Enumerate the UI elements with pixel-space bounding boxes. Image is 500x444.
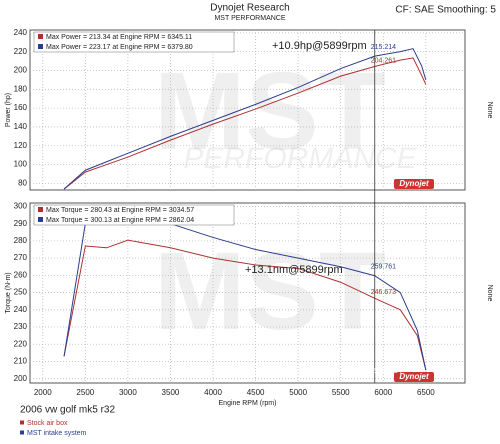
legend-text: Max Power = 223.17 at Engine RPM = 6379.… bbox=[46, 44, 193, 51]
plot-frame bbox=[29, 29, 466, 191]
y-tick-label: 260 bbox=[14, 270, 28, 279]
legend-swatch bbox=[38, 44, 43, 49]
brand-logo: Dynojet bbox=[399, 372, 429, 381]
legend-text: Max Power = 213.34 at Engine RPM = 6345.… bbox=[46, 34, 192, 41]
legend-swatch bbox=[38, 217, 43, 222]
y-tick-label: 270 bbox=[14, 253, 28, 262]
title: Dynojet Research bbox=[210, 3, 289, 14]
y-tick-label: 80 bbox=[18, 179, 27, 188]
point-label: 204.261 bbox=[371, 57, 396, 64]
x-tick-label: 5000 bbox=[289, 388, 307, 397]
vehicle: 2006 vw golf mk5 r32 bbox=[20, 405, 115, 416]
y-tick-label: 230 bbox=[14, 322, 28, 331]
y-tick-label: 220 bbox=[14, 339, 28, 348]
legend-swatch bbox=[20, 430, 24, 435]
y-tick-label: 280 bbox=[14, 236, 28, 245]
x-tick-label: 3000 bbox=[119, 388, 137, 397]
y-tick-label: 300 bbox=[14, 202, 28, 211]
watermark-tagline: PERFORMANCE bbox=[183, 142, 417, 175]
x-axis-label: Engine RPM (rpm) bbox=[219, 400, 277, 407]
x-tick-label: 4000 bbox=[204, 388, 222, 397]
y-tick-label: 140 bbox=[14, 122, 28, 131]
y-tick-label: 200 bbox=[14, 374, 28, 383]
brand-logo: Dynojet bbox=[399, 179, 429, 188]
y-tick-label: 180 bbox=[14, 84, 28, 93]
y-tick-label: 290 bbox=[14, 219, 28, 228]
y-tick-label: 100 bbox=[14, 160, 28, 169]
y-tick-label: 220 bbox=[14, 47, 28, 56]
cursor-label: 5899.804 bbox=[373, 368, 402, 375]
y-tick-label: 240 bbox=[14, 28, 28, 37]
x-tick-label: 2000 bbox=[34, 388, 52, 397]
data-line bbox=[63, 239, 427, 371]
gain-annotation: +10.9hp@5899rpm bbox=[272, 40, 367, 52]
legend-text: MST intake system bbox=[27, 430, 87, 437]
y-tick-label: 210 bbox=[14, 357, 28, 366]
y-axis-label: Torque (N-m) bbox=[5, 272, 12, 313]
y-tick-label: 250 bbox=[14, 288, 28, 297]
x-tick-label: 6500 bbox=[417, 388, 435, 397]
watermark-logo: MST bbox=[154, 230, 386, 353]
y-tick-label: 200 bbox=[14, 66, 28, 75]
y-tick-label: 160 bbox=[14, 103, 28, 112]
legend-box bbox=[33, 31, 235, 53]
x-tick-label: 2500 bbox=[76, 388, 94, 397]
settings: CF: SAE Smoothing: 5 bbox=[395, 5, 496, 16]
brand-badge bbox=[394, 179, 434, 189]
point-label: 246.673 bbox=[371, 289, 396, 296]
y-tick-label: 240 bbox=[14, 305, 28, 314]
point-label: 259.761 bbox=[371, 264, 396, 271]
y-tick-label: 120 bbox=[14, 141, 28, 150]
subtitle: MST PERFORMANCE bbox=[214, 15, 285, 22]
legend-box bbox=[33, 204, 235, 226]
x-tick-label: 6000 bbox=[374, 388, 392, 397]
x-tick-label: 5500 bbox=[332, 388, 350, 397]
y2-axis-label: None bbox=[486, 285, 493, 302]
legend-swatch bbox=[20, 420, 24, 425]
y2-axis-label: None bbox=[486, 102, 493, 119]
gain-annotation: +13.1nm@5899rpm bbox=[245, 264, 343, 276]
x-tick-label: 3500 bbox=[162, 388, 180, 397]
legend-text: Max Torque = 280.43 at Engine RPM = 3034… bbox=[46, 207, 194, 214]
data-line bbox=[63, 48, 427, 190]
y-axis-label: Power (hp) bbox=[5, 93, 12, 127]
x-tick-label: 4500 bbox=[247, 388, 265, 397]
legend-text: Stock air box bbox=[27, 420, 68, 427]
point-label: 215.214 bbox=[371, 44, 396, 51]
legend-text: Max Torque = 300.13 at Engine RPM = 2862… bbox=[46, 217, 194, 224]
legend-swatch bbox=[38, 34, 43, 39]
data-line bbox=[63, 57, 427, 190]
plot-frame bbox=[29, 202, 466, 384]
brand-badge bbox=[394, 372, 434, 382]
legend-swatch bbox=[38, 207, 43, 212]
